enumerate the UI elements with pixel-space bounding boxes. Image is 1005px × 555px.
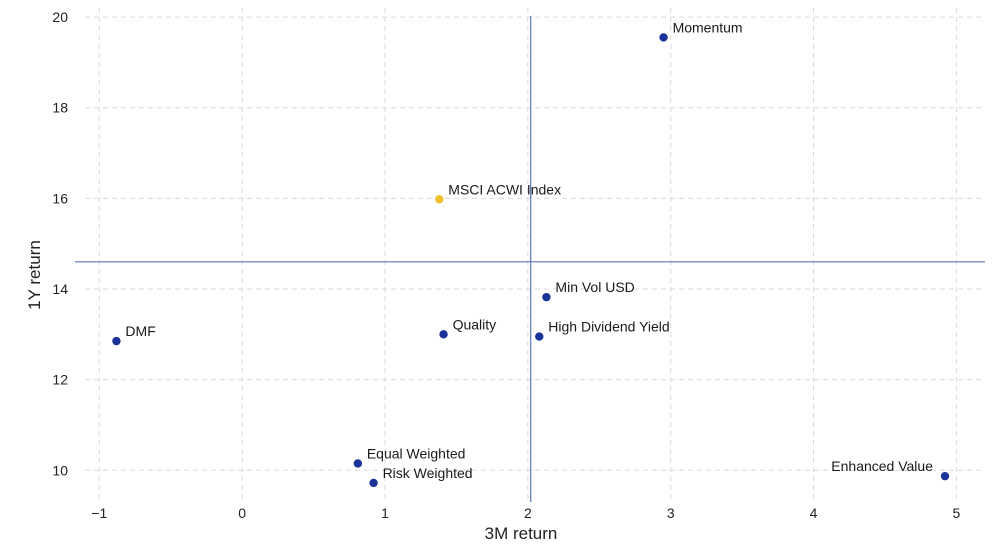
y-tick-label: 12 [52,372,68,388]
y-tick-label: 16 [52,190,68,206]
x-tick-label: 1 [381,505,389,521]
point-label: Quality [453,316,497,332]
point-label: Min Vol USD [555,279,634,295]
data-points [112,33,950,488]
x-tick-label: 3 [667,505,675,521]
data-point [542,292,551,302]
data-point [353,459,363,468]
reference-lines [75,16,985,502]
y-tick-label: 10 [52,462,68,478]
x-tick-label: 5 [953,505,961,521]
y-axis-title: 1Y return [25,240,44,310]
x-tick-label: −1 [91,505,107,521]
x-tick-label: 2 [524,505,532,521]
data-point [435,195,444,204]
data-point [659,33,668,42]
y-tick-label: 20 [52,9,68,25]
point-label: High Dividend Yield [548,319,669,335]
point-label: Risk Weighted [383,465,473,481]
data-point [940,471,950,481]
point-label: MSCI ACWI Index [448,181,561,197]
point-label: Equal Weighted [367,445,466,461]
point-label: Enhanced Value [831,458,933,474]
grid [85,8,985,502]
x-tick-label: 4 [810,505,818,521]
y-axis-ticks: 10 12 14 16 18 20 [52,9,68,478]
y-tick-label: 18 [52,100,68,116]
point-label: DMF [125,323,155,339]
data-point [535,332,544,341]
x-axis-ticks: −1 0 1 2 3 4 5 [91,505,960,521]
x-tick-label: 0 [238,505,246,521]
point-labels: Momentum MSCI ACWI Index Min Vol USD Qualit… [125,19,933,481]
point-label: Momentum [673,19,743,35]
data-point [439,330,448,339]
y-tick-label: 14 [52,281,68,297]
data-point [369,478,378,488]
x-axis-title: 3M return [485,524,558,543]
data-point [112,336,121,346]
